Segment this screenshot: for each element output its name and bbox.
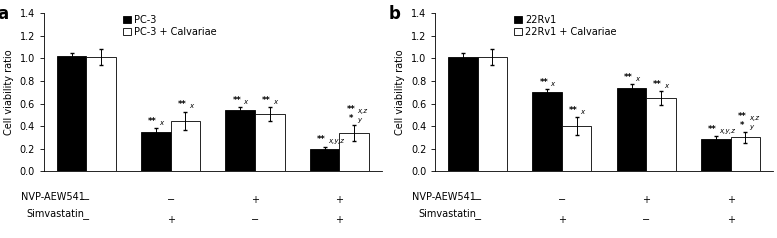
Text: +: + xyxy=(336,195,343,205)
Text: x: x xyxy=(159,120,163,126)
Text: −: − xyxy=(82,195,90,205)
Text: x,y,z: x,y,z xyxy=(720,128,735,134)
Text: **: ** xyxy=(653,80,662,89)
Text: x: x xyxy=(551,81,555,87)
Text: x: x xyxy=(244,99,248,105)
Legend: 22Rv1, 22Rv1 + Calvariae: 22Rv1, 22Rv1 + Calvariae xyxy=(514,15,617,37)
Bar xyxy=(617,88,646,171)
Text: x: x xyxy=(664,83,668,89)
Y-axis label: Cell viability ratio: Cell viability ratio xyxy=(395,50,406,135)
Bar xyxy=(310,149,340,171)
Text: +: + xyxy=(643,195,650,205)
Bar xyxy=(171,121,200,171)
Text: x,y,z: x,y,z xyxy=(328,138,344,144)
Text: **: ** xyxy=(178,100,186,109)
Bar xyxy=(141,132,171,171)
Text: x: x xyxy=(580,109,584,115)
Text: x,z: x,z xyxy=(357,108,368,114)
Text: Simvastatin: Simvastatin xyxy=(26,209,85,219)
Text: **: ** xyxy=(569,106,578,115)
Bar xyxy=(701,139,730,171)
Text: y: y xyxy=(357,117,361,123)
Text: −: − xyxy=(643,215,650,225)
Bar xyxy=(478,57,507,171)
Text: **: ** xyxy=(148,117,157,126)
Bar xyxy=(532,92,562,171)
Text: −: − xyxy=(473,215,482,225)
Bar xyxy=(340,133,369,171)
Text: −: − xyxy=(82,215,90,225)
Text: **: ** xyxy=(232,96,241,105)
Text: **: ** xyxy=(624,73,632,82)
Text: **: ** xyxy=(708,125,717,134)
Text: **: ** xyxy=(539,78,549,87)
Text: −: − xyxy=(251,215,259,225)
Text: x: x xyxy=(189,103,193,109)
Text: +: + xyxy=(726,195,735,205)
Text: b: b xyxy=(388,5,400,23)
Text: a: a xyxy=(0,5,8,23)
Legend: PC-3, PC-3 + Calvariae: PC-3, PC-3 + Calvariae xyxy=(124,15,217,37)
Text: Simvastatin: Simvastatin xyxy=(418,209,476,219)
Text: NVP-AEW541: NVP-AEW541 xyxy=(21,192,85,202)
Text: +: + xyxy=(336,215,343,225)
Text: −: − xyxy=(558,195,566,205)
Bar xyxy=(730,138,760,171)
Text: *: * xyxy=(740,121,744,130)
Text: +: + xyxy=(251,195,259,205)
Text: −: − xyxy=(473,195,482,205)
Text: x,z: x,z xyxy=(749,114,759,121)
Text: **: ** xyxy=(737,112,747,121)
Text: +: + xyxy=(726,215,735,225)
Text: −: − xyxy=(166,195,175,205)
Y-axis label: Cell viability ratio: Cell viability ratio xyxy=(4,50,14,135)
Text: y: y xyxy=(749,124,753,130)
Bar xyxy=(225,110,255,171)
Text: x: x xyxy=(274,99,277,105)
Bar xyxy=(86,57,116,171)
Text: +: + xyxy=(558,215,566,225)
Text: **: ** xyxy=(317,135,326,144)
Text: +: + xyxy=(166,215,175,225)
Bar xyxy=(255,114,284,171)
Text: **: ** xyxy=(347,105,355,114)
Text: **: ** xyxy=(262,96,270,105)
Text: *: * xyxy=(349,114,353,123)
Bar xyxy=(57,56,86,171)
Bar xyxy=(448,57,478,171)
Bar xyxy=(562,126,591,171)
Text: x: x xyxy=(635,76,639,82)
Bar xyxy=(646,98,676,171)
Text: NVP-AEW541: NVP-AEW541 xyxy=(412,192,476,202)
